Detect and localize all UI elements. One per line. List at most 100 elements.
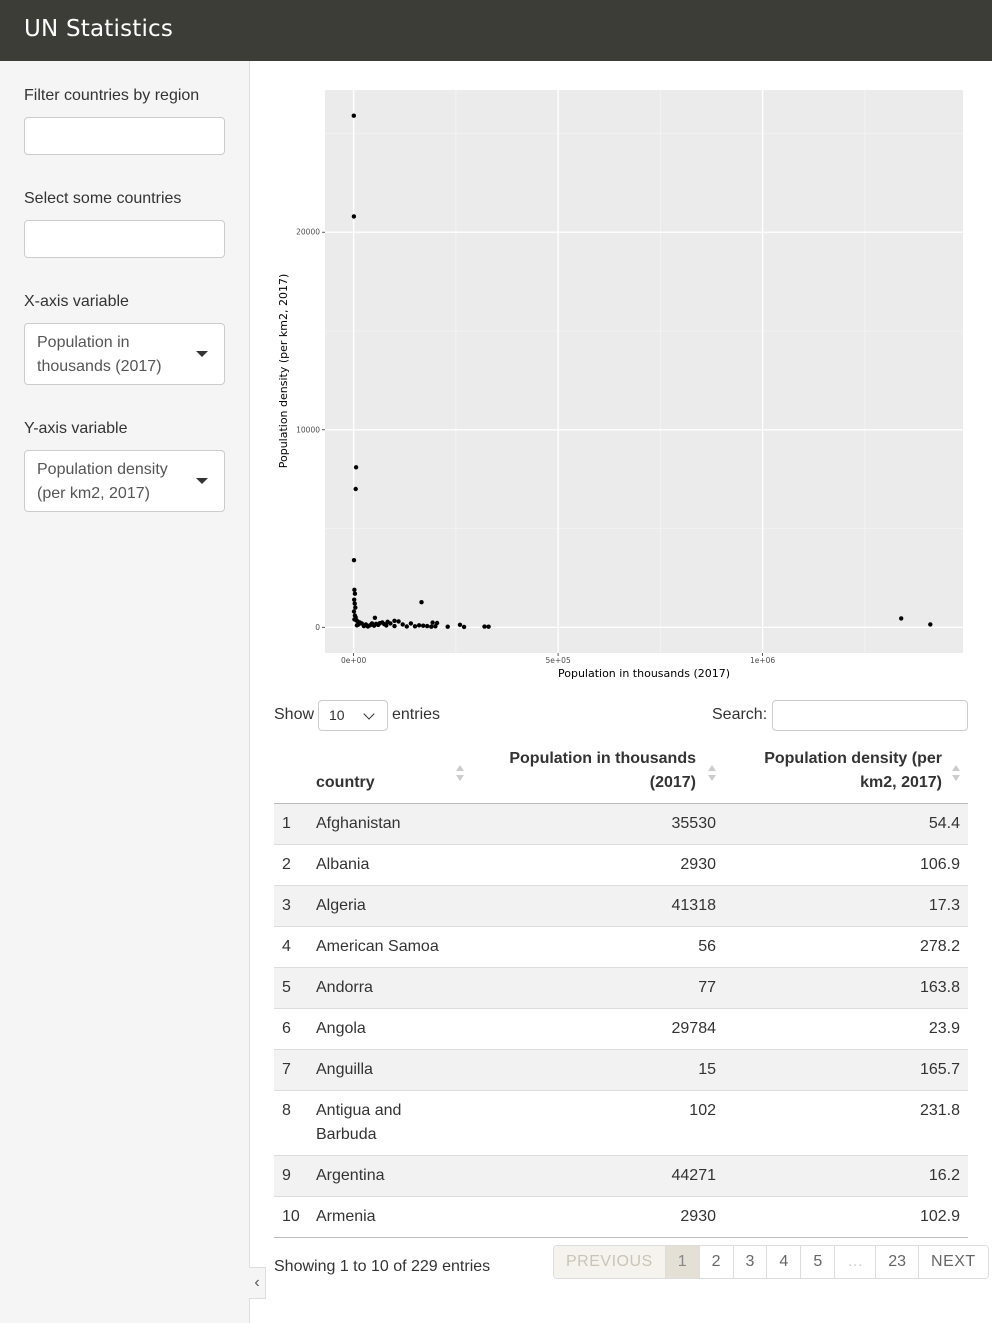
main-panel: 0e+00 5e+05 1e+06 0 10000 20000 Population i…	[250, 61, 992, 1323]
data-point	[461, 624, 467, 630]
y-tick-label: 20000	[296, 228, 320, 237]
cell-density: 106.9	[724, 844, 968, 886]
cell-index: 4	[274, 926, 308, 968]
sidebar-collapse-button[interactable]: ‹	[249, 1267, 266, 1299]
length-label-before: Show	[274, 706, 315, 723]
data-point	[356, 622, 361, 627]
data-point	[425, 623, 430, 629]
y-tick-label: 10000	[296, 425, 320, 434]
column-header-country[interactable]: country	[308, 739, 472, 804]
column-header-label: Population density (per km2, 2017)	[764, 750, 942, 791]
pagination: PREVIOUS 1 2 3 4 5 … 23 NEXT	[553, 1245, 989, 1279]
table-row[interactable]: 1 Afghanistan 35530 54.4	[274, 803, 968, 845]
data-point	[928, 622, 933, 627]
x-axis-variable-value: Population in thousands (2017)	[37, 334, 162, 375]
data-point	[482, 624, 487, 629]
cell-country: Andorra	[308, 967, 472, 1009]
table-row[interactable]: 2 Albania 2930 106.9	[274, 844, 968, 886]
data-point	[404, 624, 409, 629]
cell-density: 102.9	[724, 1196, 968, 1238]
table-header-row: country Population in thousands (2017) P…	[274, 739, 968, 804]
cell-density: 278.2	[724, 926, 968, 968]
region-filter-label: Filter countries by region	[24, 87, 200, 104]
data-points	[351, 113, 933, 630]
table-row[interactable]: 3 Algeria 41318 17.3	[274, 885, 968, 927]
table-row[interactable]: 9 Argentina 44271 16.2	[274, 1155, 968, 1197]
data-point	[899, 616, 904, 621]
dropdown-caret-icon	[196, 478, 208, 484]
chevron-left-icon: ‹	[254, 1274, 260, 1291]
page-button-5[interactable]: 5	[800, 1246, 835, 1278]
cell-country: American Samoa	[308, 926, 472, 968]
page-button-1[interactable]: 1	[664, 1246, 699, 1278]
table-row[interactable]: 4 American Samoa 56 278.2	[274, 926, 968, 968]
data-point	[353, 486, 358, 492]
data-point	[352, 587, 357, 592]
dropdown-caret-icon	[196, 351, 208, 357]
next-page-button[interactable]: NEXT	[918, 1246, 988, 1278]
cell-population: 2930	[472, 1196, 724, 1238]
y-tick-label: 0	[315, 623, 320, 632]
country-select-input[interactable]	[24, 220, 225, 258]
x-axis-title: Population in thousands (2017)	[558, 667, 730, 680]
column-header-density[interactable]: Population density (per km2, 2017)	[724, 739, 968, 804]
page-button-4[interactable]: 4	[766, 1246, 801, 1278]
country-select-label: Select some countries	[24, 190, 182, 207]
sort-icon	[708, 765, 716, 781]
data-point	[351, 609, 357, 614]
data-point	[433, 624, 438, 629]
cell-index: 2	[274, 844, 308, 886]
x-tick-label: 0e+00	[341, 656, 366, 665]
data-point	[400, 622, 405, 627]
scatter-plot: 0e+00 5e+05 1e+06 0 10000 20000 Population i…	[277, 90, 963, 680]
page-ellipsis: …	[834, 1246, 876, 1278]
x-axis-ticks: 0e+00 5e+05 1e+06	[341, 653, 775, 665]
region-filter-input[interactable]	[24, 117, 225, 155]
data-point	[353, 605, 358, 610]
page-button-2[interactable]: 2	[698, 1246, 733, 1278]
entries-length-select[interactable]: 10	[318, 700, 388, 731]
cell-index: 6	[274, 1008, 308, 1050]
data-point	[365, 624, 371, 629]
data-point	[373, 621, 379, 626]
cell-population: 77	[472, 967, 724, 1009]
data-point	[352, 591, 358, 596]
column-header-label: Population in thousands (2017)	[509, 750, 696, 791]
data-point	[416, 623, 422, 628]
page-button-3[interactable]: 3	[732, 1246, 767, 1278]
column-header-population[interactable]: Population in thousands (2017)	[472, 739, 724, 804]
cell-population: 29784	[472, 1008, 724, 1050]
data-point	[486, 624, 491, 629]
x-tick-label: 1e+06	[750, 656, 775, 665]
table-search-input[interactable]	[772, 700, 968, 731]
table-row[interactable]: 6 Angola 29784 23.9	[274, 1008, 968, 1050]
data-point	[430, 620, 435, 625]
cell-country: Antigua and Barbuda	[308, 1090, 472, 1156]
x-axis-variable-select[interactable]: Population in thousands (2017)	[24, 323, 225, 385]
y-axis-variable-select[interactable]: Population density (per km2, 2017)	[24, 450, 225, 512]
x-tick-label: 5e+05	[546, 656, 571, 665]
table-row[interactable]: 7 Anguilla 15 165.7	[274, 1049, 968, 1091]
sidebar: Filter countries by region Select some c…	[0, 61, 250, 1323]
cell-index: 9	[274, 1155, 308, 1197]
cell-population: 15	[472, 1049, 724, 1091]
cell-density: 17.3	[724, 885, 968, 927]
table-row[interactable]: 8 Antigua and Barbuda 102 231.8	[274, 1090, 968, 1156]
table-row[interactable]: 5 Andorra 77 163.8	[274, 967, 968, 1009]
cell-country: Anguilla	[308, 1049, 472, 1091]
sort-icon	[456, 765, 464, 781]
data-point	[352, 597, 357, 602]
cell-density: 23.9	[724, 1008, 968, 1050]
length-label-after: entries	[392, 706, 441, 723]
search-label: Search:	[712, 706, 768, 723]
table-row[interactable]: 10 Armenia 2930 102.9	[274, 1196, 968, 1238]
cell-density: 54.4	[724, 803, 968, 845]
data-point	[392, 618, 397, 623]
data-point	[369, 621, 375, 626]
cell-index: 8	[274, 1090, 308, 1156]
x-axis-variable-label: X-axis variable	[24, 293, 129, 310]
previous-page-button[interactable]: PREVIOUS	[554, 1246, 665, 1278]
cell-index: 3	[274, 885, 308, 927]
data-point	[408, 621, 414, 626]
page-button-23[interactable]: 23	[875, 1246, 919, 1278]
